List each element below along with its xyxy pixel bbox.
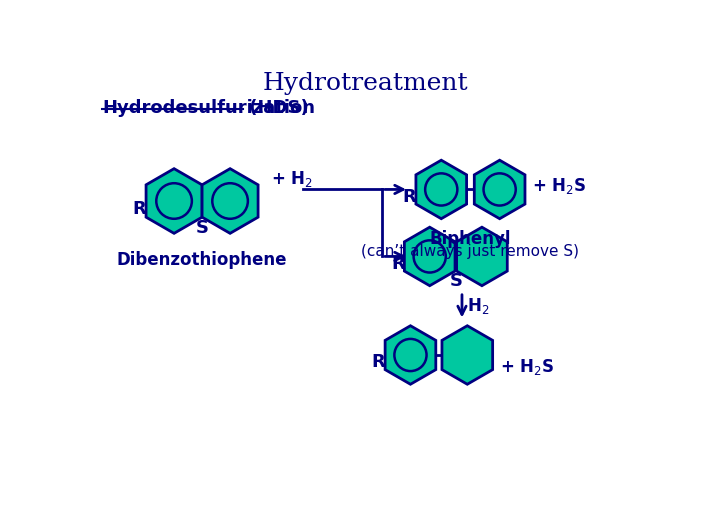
Polygon shape: [416, 160, 466, 219]
Text: Hydrotreatment: Hydrotreatment: [262, 72, 468, 95]
Polygon shape: [146, 168, 202, 233]
Polygon shape: [404, 227, 455, 285]
Polygon shape: [202, 168, 258, 233]
Text: Dibenzothiophene: Dibenzothiophene: [117, 251, 287, 269]
Text: H$_2$: H$_2$: [466, 296, 489, 316]
Text: (HDS): (HDS): [242, 99, 308, 116]
Polygon shape: [385, 326, 436, 384]
Text: + H$_2$S: + H$_2$S: [501, 357, 555, 376]
Polygon shape: [442, 326, 493, 384]
Text: Hydrodesulfurization: Hydrodesulfurization: [103, 99, 315, 116]
Text: (can’t always just remove S): (can’t always just remove S): [361, 243, 580, 258]
Text: R: R: [133, 200, 147, 218]
Text: R: R: [391, 255, 405, 273]
Text: R: R: [403, 188, 416, 206]
Text: + H$_2$S: + H$_2$S: [532, 176, 587, 196]
Text: S: S: [195, 218, 209, 237]
Circle shape: [394, 339, 426, 371]
Circle shape: [425, 173, 457, 205]
Text: Biphenyl: Biphenyl: [430, 230, 511, 249]
Text: + H$_2$: + H$_2$: [271, 168, 313, 189]
Polygon shape: [474, 160, 525, 219]
Circle shape: [156, 183, 192, 219]
Text: R: R: [372, 353, 386, 371]
Circle shape: [414, 240, 446, 272]
Polygon shape: [456, 227, 507, 285]
Circle shape: [483, 173, 515, 205]
Text: S: S: [449, 272, 462, 290]
Circle shape: [212, 183, 248, 219]
